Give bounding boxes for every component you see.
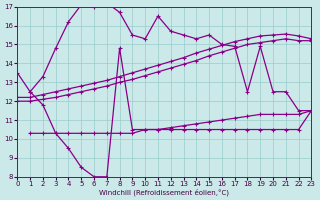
X-axis label: Windchill (Refroidissement éolien,°C): Windchill (Refroidissement éolien,°C) xyxy=(100,188,229,196)
